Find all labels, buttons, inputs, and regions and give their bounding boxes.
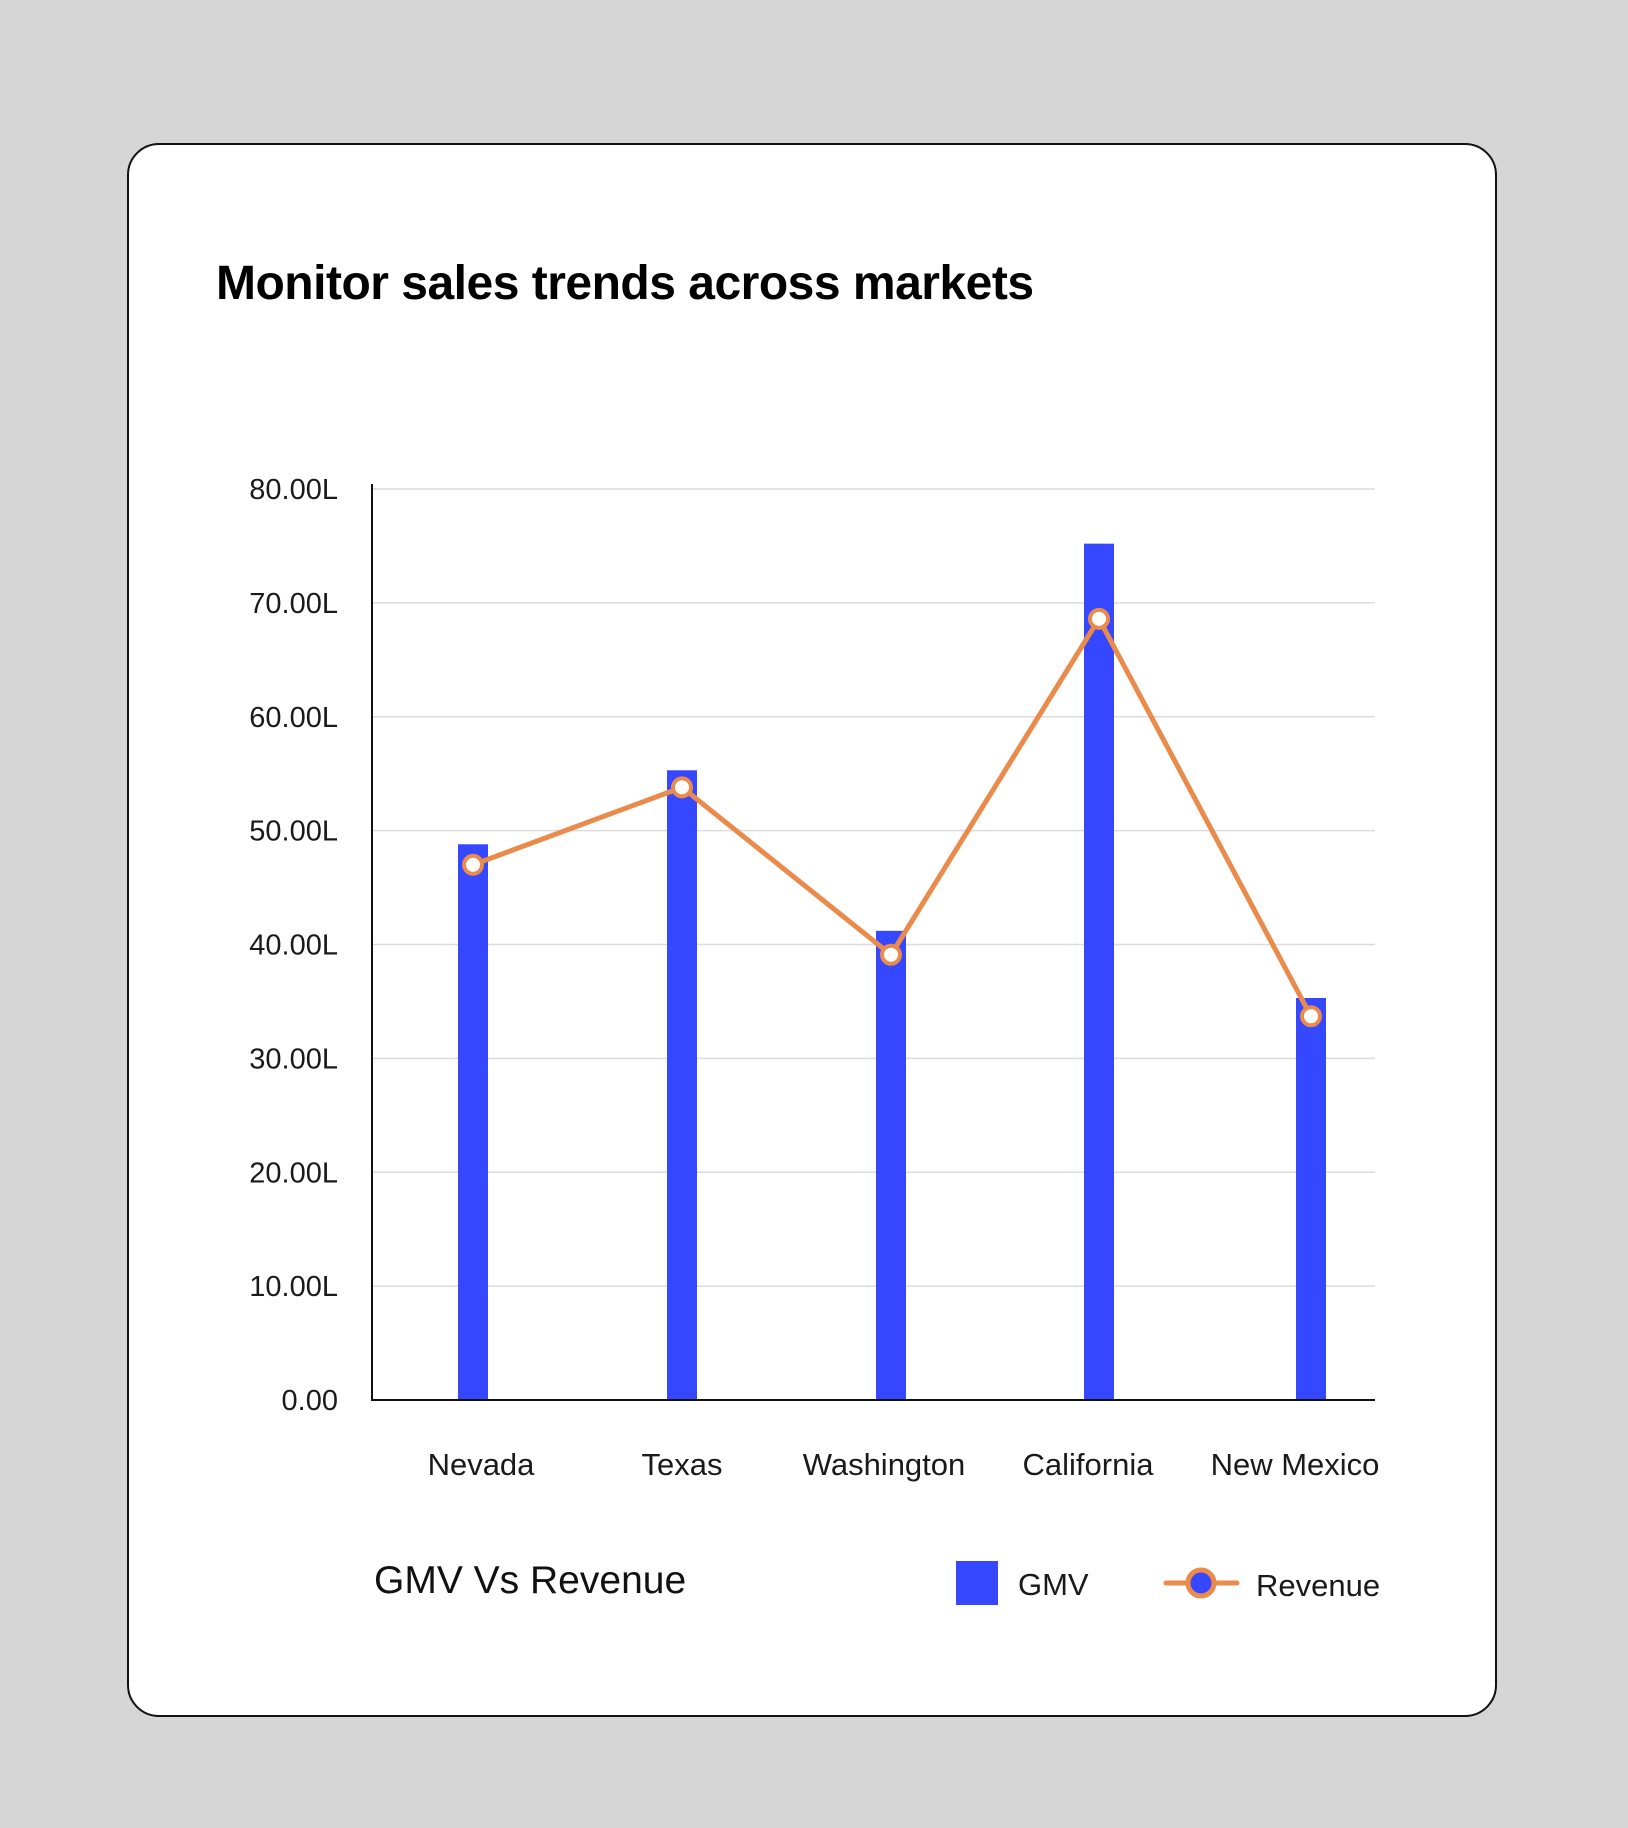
revenue-point [880, 943, 902, 966]
x-tick-label: Nevada [428, 1447, 536, 1482]
revenue-point [462, 853, 484, 876]
revenue-point [1300, 1005, 1322, 1028]
x-axis-ticks: Nevada Texas Washington California New Mexic… [428, 1447, 1380, 1482]
y-tick-label: 50.00L [249, 816, 338, 848]
legend-revenue-label: Revenue [1256, 1568, 1380, 1603]
legend-revenue-marker [1185, 1567, 1217, 1599]
gmv-bar [876, 930, 906, 1400]
legend-gmv-label: GMV [1018, 1567, 1089, 1602]
y-tick-label: 10.00L [249, 1271, 338, 1303]
chart-card [127, 143, 1497, 1717]
gridlines [372, 488, 1375, 1287]
revenue-point [671, 776, 693, 799]
gmv-bar [1296, 998, 1326, 1400]
y-tick-label: 30.00L [249, 1043, 338, 1075]
y-tick-label: 60.00L [249, 702, 338, 734]
y-tick-label: 70.00L [249, 588, 338, 620]
revenue-point [1088, 607, 1110, 630]
legend: GMV Revenue [956, 1561, 1380, 1605]
chart-caption: GMV Vs Revenue [374, 1559, 686, 1602]
x-tick-label: New Mexico [1211, 1447, 1380, 1482]
gmv-bars [458, 543, 1326, 1400]
y-axis-ticks: 0.00 10.00L 20.00L 30.00L 40.00L 50.00L 60.00L… [249, 474, 338, 1417]
y-tick-label: 20.00L [249, 1157, 338, 1189]
x-tick-label: Texas [642, 1447, 723, 1482]
gmv-bar [1084, 543, 1114, 1400]
y-tick-label: 0.00 [282, 1385, 338, 1417]
gmv-bar [667, 770, 697, 1400]
revenue-points [462, 607, 1322, 1028]
y-tick-label: 40.00L [249, 930, 338, 962]
gmv-bar [458, 844, 488, 1400]
x-tick-label: Washington [803, 1447, 966, 1482]
y-tick-label: 80.00L [249, 474, 338, 506]
axes [371, 484, 1375, 1401]
chart-title: Monitor sales trends across markets [216, 257, 1034, 310]
legend-gmv-swatch [956, 1561, 998, 1605]
x-tick-label: California [1023, 1447, 1155, 1482]
